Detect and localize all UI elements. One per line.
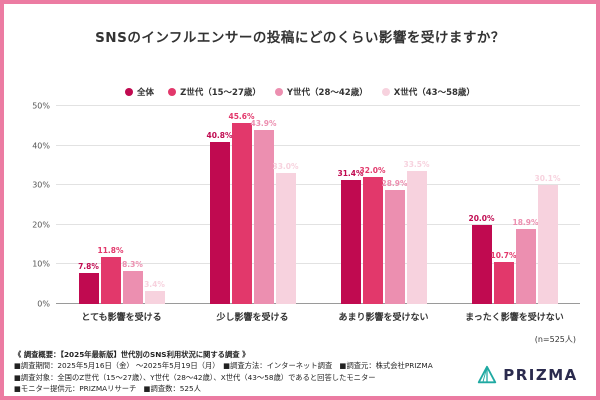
bar-group: 20.0% 10.7% 18.9% 30.1%	[468, 106, 561, 304]
survey-target-line: ■調査対象：全国のZ世代（15〜27歳）、Y世代（28〜42歳）、X世代（43〜…	[14, 372, 376, 382]
y-tick-label: 20%	[32, 220, 50, 230]
bar-value-label: 43.9%	[250, 119, 277, 129]
chart-plot: 0% 10% 20% 30% 40% 50% 7.8% 11.8% 8.3% 3.4% 40.8%…	[32, 102, 580, 309]
x-axis-labels: とても影響を受ける 少し影響を受ける あまり影響を受けない まったく影響を受けない	[56, 310, 580, 323]
survey-period-line: ■調査期間：2025年5月16日（金） 〜2025年5月19日（月） ■調査方法…	[14, 361, 433, 371]
legend-item: 全体	[125, 86, 154, 98]
bar-value-label: 20.0%	[468, 213, 495, 223]
bar-group: 40.8% 45.6% 43.9% 33.0%	[206, 106, 299, 304]
gridline	[56, 223, 580, 225]
bar: 45.6%	[228, 112, 255, 304]
y-tick-label: 50%	[32, 101, 50, 111]
y-tick-label: 10%	[32, 259, 50, 269]
legend-label: Z世代（15〜27歳）	[180, 88, 261, 98]
bar: 32.0%	[359, 166, 386, 304]
legend-dot	[125, 88, 134, 96]
chart-title: SNSのインフルエンサーの投稿にどのくらい影響を受けますか？	[95, 30, 505, 46]
legend: 全体 Z世代（15〜27歳） Y世代（28〜42歳） X世代（43〜58歳）	[4, 86, 596, 98]
bar: 43.9%	[250, 119, 277, 304]
bar: 33.0%	[272, 162, 299, 304]
gridline	[56, 184, 580, 186]
bar-group: 7.8% 11.8% 8.3% 3.4%	[78, 106, 165, 304]
prizma-logo-icon	[478, 365, 497, 384]
bar-value-label: 7.8%	[78, 262, 99, 272]
category-label: まったく影響を受けない	[465, 313, 564, 323]
bar-value-label: 31.4%	[337, 168, 364, 178]
category-label: 少し影響を受ける	[216, 313, 289, 323]
bar: 33.5%	[403, 160, 430, 304]
survey-monitor-line: ■モニター提供元：PRIZMAリサーチ ■調査数：525人	[14, 383, 201, 393]
legend-item: Y世代（28〜42歳）	[274, 86, 368, 98]
bar-value-label: 30.1%	[534, 173, 561, 183]
bar-value-label: 8.3%	[122, 260, 143, 270]
sample-size-note: (n=525人)	[534, 335, 576, 344]
y-tick-label: 30%	[32, 180, 50, 190]
y-tick-label: 0%	[37, 299, 50, 309]
bar-group: 31.4% 32.0% 28.9% 33.5%	[337, 106, 430, 304]
category-label: あまり影響を受けない	[338, 313, 429, 323]
survey-overview-line: 《 調査概要：【2025年最新版】世代別のSNS利用状況に関する調査 》	[14, 350, 250, 359]
legend-dot	[381, 88, 390, 96]
legend-item: X世代（43〜58歳）	[381, 86, 475, 98]
bar-value-label: 11.8%	[97, 246, 124, 256]
bar: 20.0%	[468, 214, 495, 304]
gridline	[56, 105, 580, 106]
bar: 8.3%	[122, 260, 143, 304]
gridline	[56, 144, 580, 146]
gridline	[56, 263, 580, 265]
legend-dot	[168, 88, 177, 96]
bar-value-label: 32.0%	[359, 166, 386, 176]
legend-item: Z世代（15〜27歳）	[168, 86, 261, 98]
bar-value-label: 3.4%	[144, 279, 165, 289]
bar: 10.7%	[490, 251, 517, 304]
bar-value-label: 45.6%	[228, 112, 255, 122]
bar-value-label: 18.9%	[512, 218, 539, 228]
bar-value-label: 10.7%	[490, 250, 517, 260]
bar: 28.9%	[381, 179, 408, 304]
bar: 40.8%	[206, 131, 233, 304]
legend-label: 全体	[137, 88, 155, 98]
prizma-logo-text: PRIZMA	[503, 366, 578, 384]
bar: 3.4%	[144, 280, 165, 304]
legend-label: X世代（43〜58歳）	[393, 88, 475, 98]
legend-dot	[274, 88, 283, 96]
legend-label: Y世代（28〜42歳）	[286, 88, 368, 98]
category-label: とても影響を受ける	[81, 313, 162, 323]
gridline	[56, 303, 580, 304]
prizma-logo: PRIZMA	[472, 358, 582, 392]
bar: 31.4%	[337, 169, 364, 304]
y-tick-label: 40%	[32, 141, 50, 151]
bar: 11.8%	[97, 246, 124, 304]
bar-value-label: 33.0%	[272, 162, 299, 172]
bar-groups: 7.8% 11.8% 8.3% 3.4% 40.8% 45.6% 43.9% 33.0% 31.…	[56, 106, 580, 304]
bar: 18.9%	[512, 218, 539, 304]
bar-value-label: 40.8%	[206, 131, 233, 141]
survey-details: 《 調査概要：【2025年最新版】世代別のSNS利用状況に関する調査 》 ■調査…	[14, 349, 476, 394]
bar: 30.1%	[534, 174, 561, 304]
bar: 7.8%	[78, 262, 99, 304]
bar-value-label: 33.5%	[403, 160, 430, 170]
bar-value-label: 28.9%	[381, 178, 408, 188]
